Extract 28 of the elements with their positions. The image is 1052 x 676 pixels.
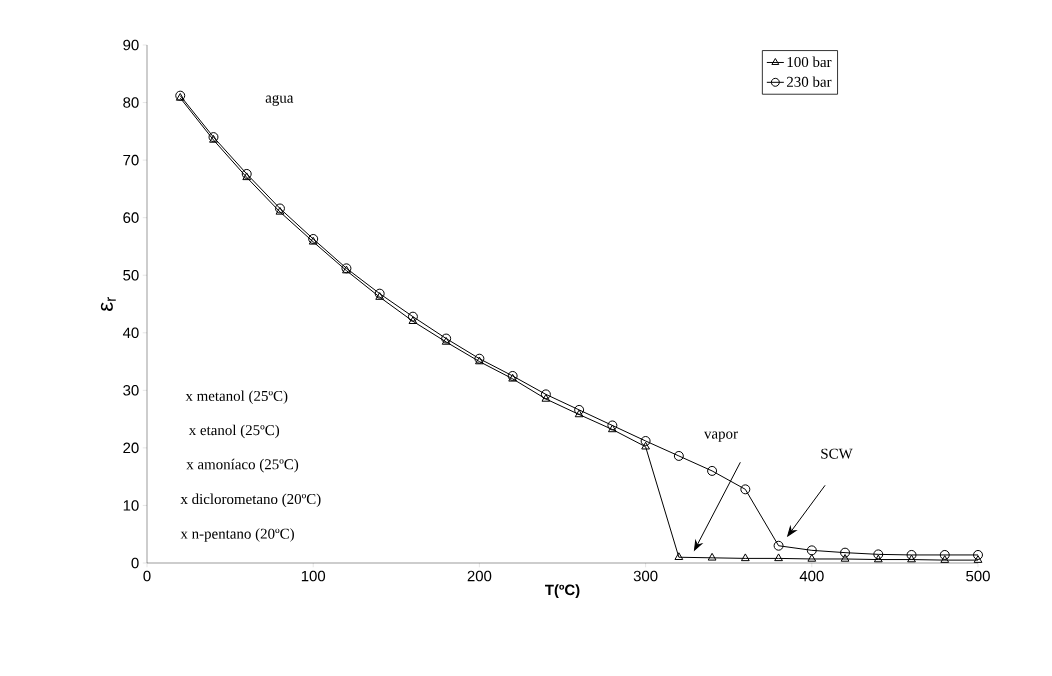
x-axis-title: T(ºC) — [545, 584, 580, 599]
y-tick-label: 50 — [123, 269, 139, 281]
x-tick-label: 300 — [633, 570, 658, 582]
x-tick-label: 100 — [301, 570, 326, 582]
y-axis-title: ε$_{r}$ — [100, 297, 116, 311]
y-tick-label: 30 — [123, 385, 139, 396]
annotation: SCW — [821, 448, 853, 459]
y-tick-label: 60 — [123, 212, 139, 223]
x-tick-label: 0 — [143, 570, 151, 582]
x-tick-label: 500 — [966, 570, 990, 582]
annotation: vapor — [703, 431, 738, 442]
y-tick-label: 90 — [123, 39, 139, 51]
x-tick-label: 400 — [799, 570, 824, 582]
y-tick-label: 80 — [123, 97, 139, 108]
legend-label: 230 bar — [786, 76, 832, 87]
y-tick-label: 0 — [131, 557, 139, 569]
annotation: x metanol (25ºC) — [185, 390, 288, 405]
annotation: agua — [265, 94, 294, 106]
x-tick-label: 200 — [467, 570, 492, 582]
y-tick-label: 70 — [123, 154, 139, 166]
y-tick-label: 40 — [122, 327, 139, 339]
y-tick-label: 10 — [123, 500, 139, 511]
annotation: x n-pentano (20ºC) — [180, 528, 294, 542]
annotation: x etanol (25ºC) — [188, 424, 280, 439]
legend-label: 100 bar — [787, 56, 832, 68]
y-tick-label: 20 — [123, 442, 139, 454]
annotation: x diclorometano (20ºC) — [180, 493, 321, 508]
annotation: x amoníaco (25ºC) — [186, 458, 299, 473]
